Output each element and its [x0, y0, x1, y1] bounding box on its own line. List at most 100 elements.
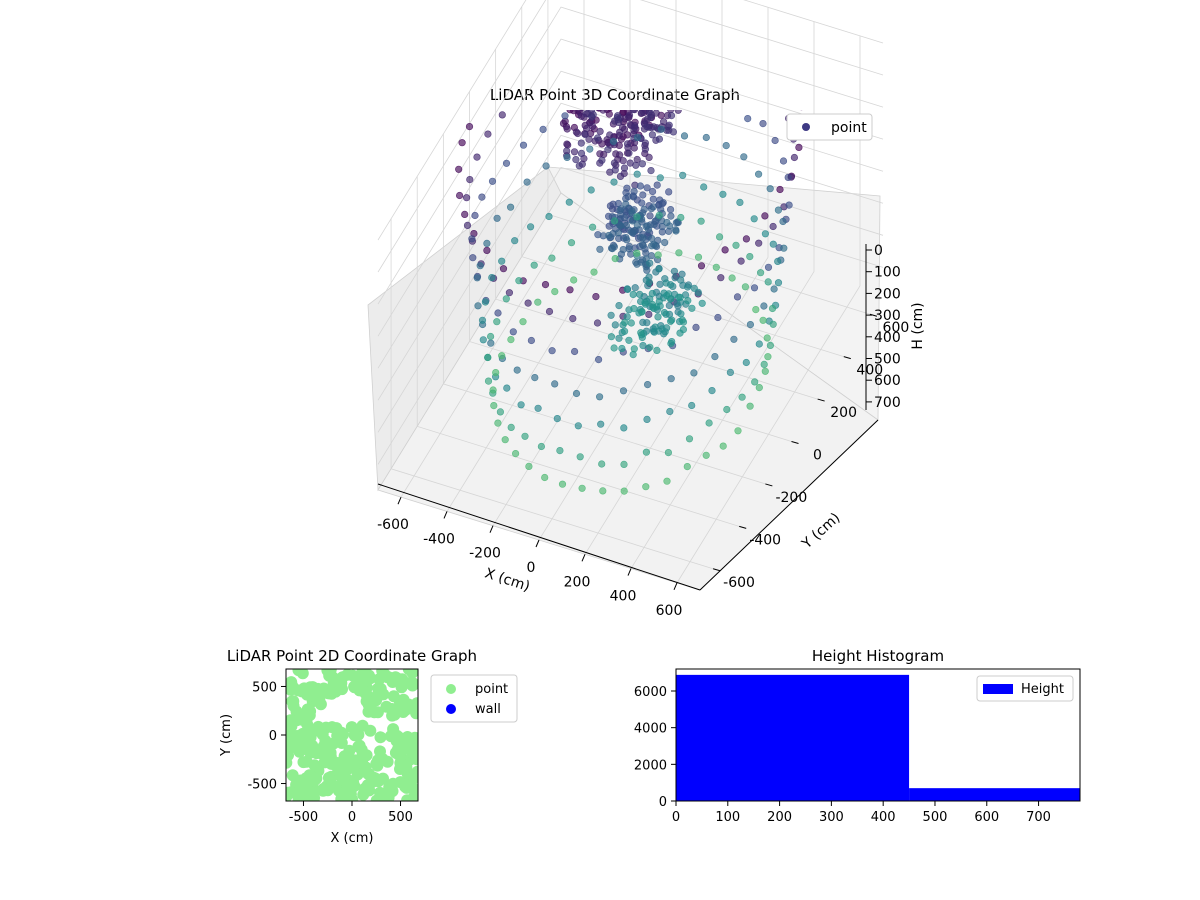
scatter-point	[666, 281, 675, 289]
scatter-point	[556, 447, 564, 455]
scatter-point	[628, 209, 636, 217]
scatter-point	[744, 114, 752, 123]
plot3d-x-ticks: -600 -400 -200 0 200 400 600	[377, 496, 682, 619]
scatter-point	[515, 277, 523, 285]
scatter-point	[534, 404, 542, 412]
scatter-point	[657, 125, 666, 133]
scatter-point	[770, 285, 778, 293]
scatter-point	[621, 318, 629, 327]
scatter-point	[667, 110, 675, 114]
scatter-point	[565, 198, 573, 206]
scatter-point	[570, 148, 579, 156]
scatter-point	[408, 772, 418, 785]
scatter-point	[648, 300, 657, 309]
y-tick-label: -600	[723, 575, 755, 591]
scatter-point	[784, 59, 791, 66]
scatter-point	[300, 755, 313, 768]
scatter-point	[690, 284, 698, 292]
scatter-point	[629, 351, 637, 359]
grid-line	[400, 0, 585, 498]
scatter-point	[698, 299, 706, 307]
scatter-point	[616, 128, 624, 136]
scatter-point	[362, 767, 374, 780]
scatter-point	[498, 111, 506, 119]
scatter-point	[387, 690, 400, 703]
y-tick-label: -500	[247, 778, 277, 793]
x-tick-label: 600	[974, 810, 999, 825]
scatter-point	[620, 487, 628, 495]
scatter-point	[593, 319, 602, 327]
scatter-point	[742, 235, 751, 243]
scatter-point	[766, 185, 774, 193]
scatter-point	[784, 173, 792, 181]
y-tick-mark	[869, 313, 878, 317]
scatter-point	[494, 419, 502, 427]
scatter-point	[463, 194, 471, 202]
scatter-point	[645, 310, 653, 319]
scatter-point	[737, 257, 745, 265]
scatter-point	[594, 356, 603, 364]
histogram-bars	[676, 674, 1080, 801]
plot3d-y-axis	[699, 419, 879, 591]
histogram-title: Height Histogram	[812, 647, 944, 665]
scatter-point	[777, 96, 784, 103]
scatter-point	[558, 480, 567, 488]
scatter-point	[633, 221, 641, 229]
scatter-point	[638, 199, 646, 207]
scatter-point	[517, 401, 525, 409]
scatter-point	[471, 211, 479, 220]
scatter-point	[541, 281, 550, 289]
scatter-point	[370, 757, 383, 770]
scatter-point	[635, 0, 642, 5]
scatter-point	[638, 110, 646, 117]
scatter-point	[479, 336, 487, 344]
scatter-point	[564, 141, 572, 149]
scatter-point	[667, 212, 675, 220]
scatter-point	[570, 347, 579, 356]
scatter-point	[606, 69, 613, 76]
scatter-point	[575, 162, 583, 170]
scatter-point	[601, 41, 608, 48]
scatter-point	[609, 76, 616, 83]
scatter-point	[655, 135, 664, 143]
scatter-point	[596, 150, 604, 158]
scatter-point	[356, 719, 369, 732]
scatter-point	[679, 318, 688, 326]
y-tick-label: 200	[830, 405, 857, 421]
scatter-point	[666, 317, 675, 325]
scatter-point	[331, 729, 344, 742]
scatter-point	[759, 119, 767, 128]
scatter-point	[588, 110, 596, 114]
scatter-point	[771, 136, 779, 145]
scatter-point	[643, 123, 651, 131]
scatter-point	[746, 321, 755, 329]
scatter-point	[494, 309, 502, 317]
scatter-point	[524, 299, 532, 307]
scatter-point	[633, 213, 641, 221]
scatter-point	[625, 111, 634, 119]
scatter-point	[406, 669, 418, 679]
grid-line	[521, 6, 844, 358]
x-tick-label: 0	[527, 560, 536, 576]
scatter-point	[648, 131, 657, 139]
histogram-legend-swatch	[983, 684, 1013, 694]
scatter-point	[631, 123, 639, 131]
scatter-point	[286, 786, 297, 799]
scatter-point	[643, 184, 651, 192]
scatter-point	[502, 295, 510, 303]
scatter-point	[688, 3, 695, 10]
plot2d: LiDAR Point 2D Coordinate Graph -500 0 500…	[219, 647, 518, 846]
scatter-point	[499, 265, 508, 273]
scatter-point	[774, 206, 783, 214]
scatter-point	[456, 191, 464, 200]
grid-line	[377, 38, 884, 337]
y-tick-label: 0	[659, 795, 667, 810]
scatter-point	[769, 320, 777, 328]
scatter-point	[563, 125, 571, 133]
scatter-point	[715, 233, 724, 241]
scatter-point	[664, 449, 673, 457]
scatter-point	[334, 768, 347, 781]
scatter-point	[665, 301, 673, 310]
x-tick-label: -400	[423, 531, 455, 547]
scatter-point	[289, 741, 302, 754]
